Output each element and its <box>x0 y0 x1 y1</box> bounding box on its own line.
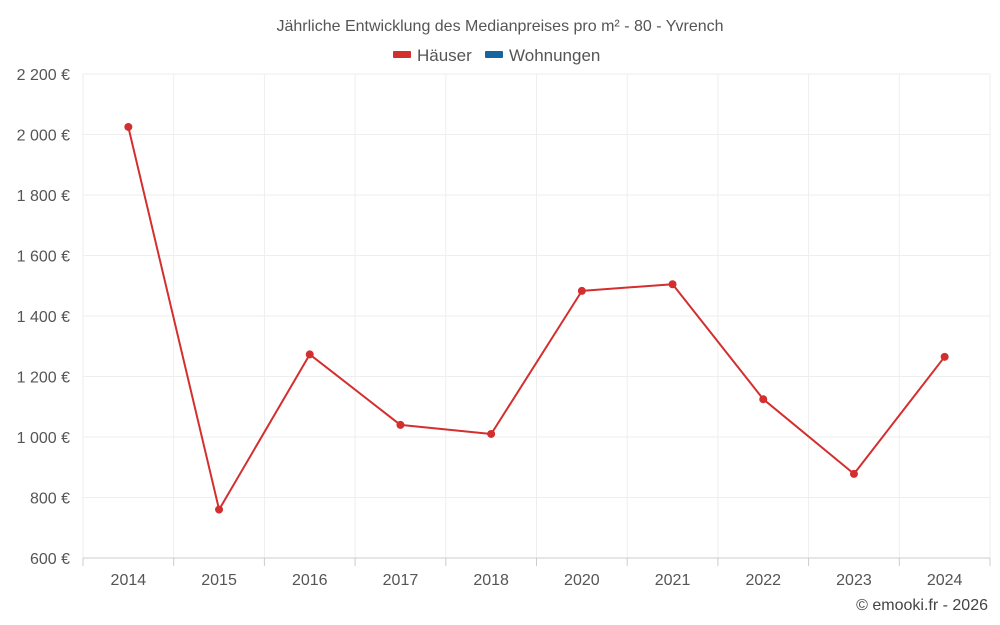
chart-title: Jährliche Entwicklung des Medianpreises … <box>276 18 723 35</box>
legend: Häuser Wohnungen <box>393 46 600 65</box>
axes <box>82 557 991 566</box>
x-tick-label: 2018 <box>473 572 509 589</box>
legend-swatch-haeuser <box>393 51 411 58</box>
data-point-haeuser[interactable] <box>396 420 405 429</box>
legend-swatch-wohnungen <box>485 51 503 58</box>
credit-text: © emooki.fr - 2026 <box>856 597 988 614</box>
y-tick-label: 1 600 € <box>17 249 70 266</box>
y-tick-label: 2 200 € <box>17 67 70 84</box>
data-point-haeuser[interactable] <box>940 352 949 361</box>
x-tick-label: 2021 <box>655 572 691 589</box>
data-point-haeuser[interactable] <box>487 429 496 438</box>
y-axis-tick-labels: 600 € 800 € 1 000 € 1 200 € 1 400 € 1 600 € 1 … <box>17 67 70 568</box>
x-tick-label: 2015 <box>201 572 237 589</box>
x-axis-tick-labels: 2014 2015 2016 2017 2018 2020 2021 2022 2023 2024 <box>111 572 963 589</box>
x-tick-label: 2023 <box>836 572 872 589</box>
data-point-haeuser[interactable] <box>305 350 314 359</box>
x-tick-label: 2016 <box>292 572 328 589</box>
gridlines <box>82 73 991 558</box>
x-tick-label: 2014 <box>111 572 147 589</box>
data-point-haeuser[interactable] <box>124 122 133 131</box>
data-point-haeuser[interactable] <box>577 286 586 295</box>
y-tick-label: 2 000 € <box>17 128 70 145</box>
y-tick-label: 1 800 € <box>17 188 70 205</box>
y-tick-label: 1 200 € <box>17 370 70 387</box>
y-tick-label: 800 € <box>30 491 70 508</box>
series-line-haeuser <box>127 126 946 511</box>
x-tick-label: 2022 <box>745 572 781 589</box>
legend-item-haeuser[interactable]: Häuser <box>393 46 472 65</box>
x-tick-label: 2024 <box>927 572 963 589</box>
x-tick-label: 2017 <box>383 572 419 589</box>
data-point-haeuser[interactable] <box>668 280 677 289</box>
x-tick-label: 2020 <box>564 572 600 589</box>
legend-item-wohnungen[interactable]: Wohnungen <box>485 46 600 65</box>
y-tick-label: 600 € <box>30 551 70 568</box>
y-tick-label: 1 400 € <box>17 309 70 326</box>
data-point-haeuser[interactable] <box>215 505 224 514</box>
legend-label-haeuser: Häuser <box>417 46 472 65</box>
data-point-haeuser[interactable] <box>849 469 858 478</box>
y-tick-label: 1 000 € <box>17 430 70 447</box>
legend-label-wohnungen: Wohnungen <box>509 46 600 65</box>
data-point-haeuser[interactable] <box>759 395 768 404</box>
series-haeuser <box>124 122 949 514</box>
